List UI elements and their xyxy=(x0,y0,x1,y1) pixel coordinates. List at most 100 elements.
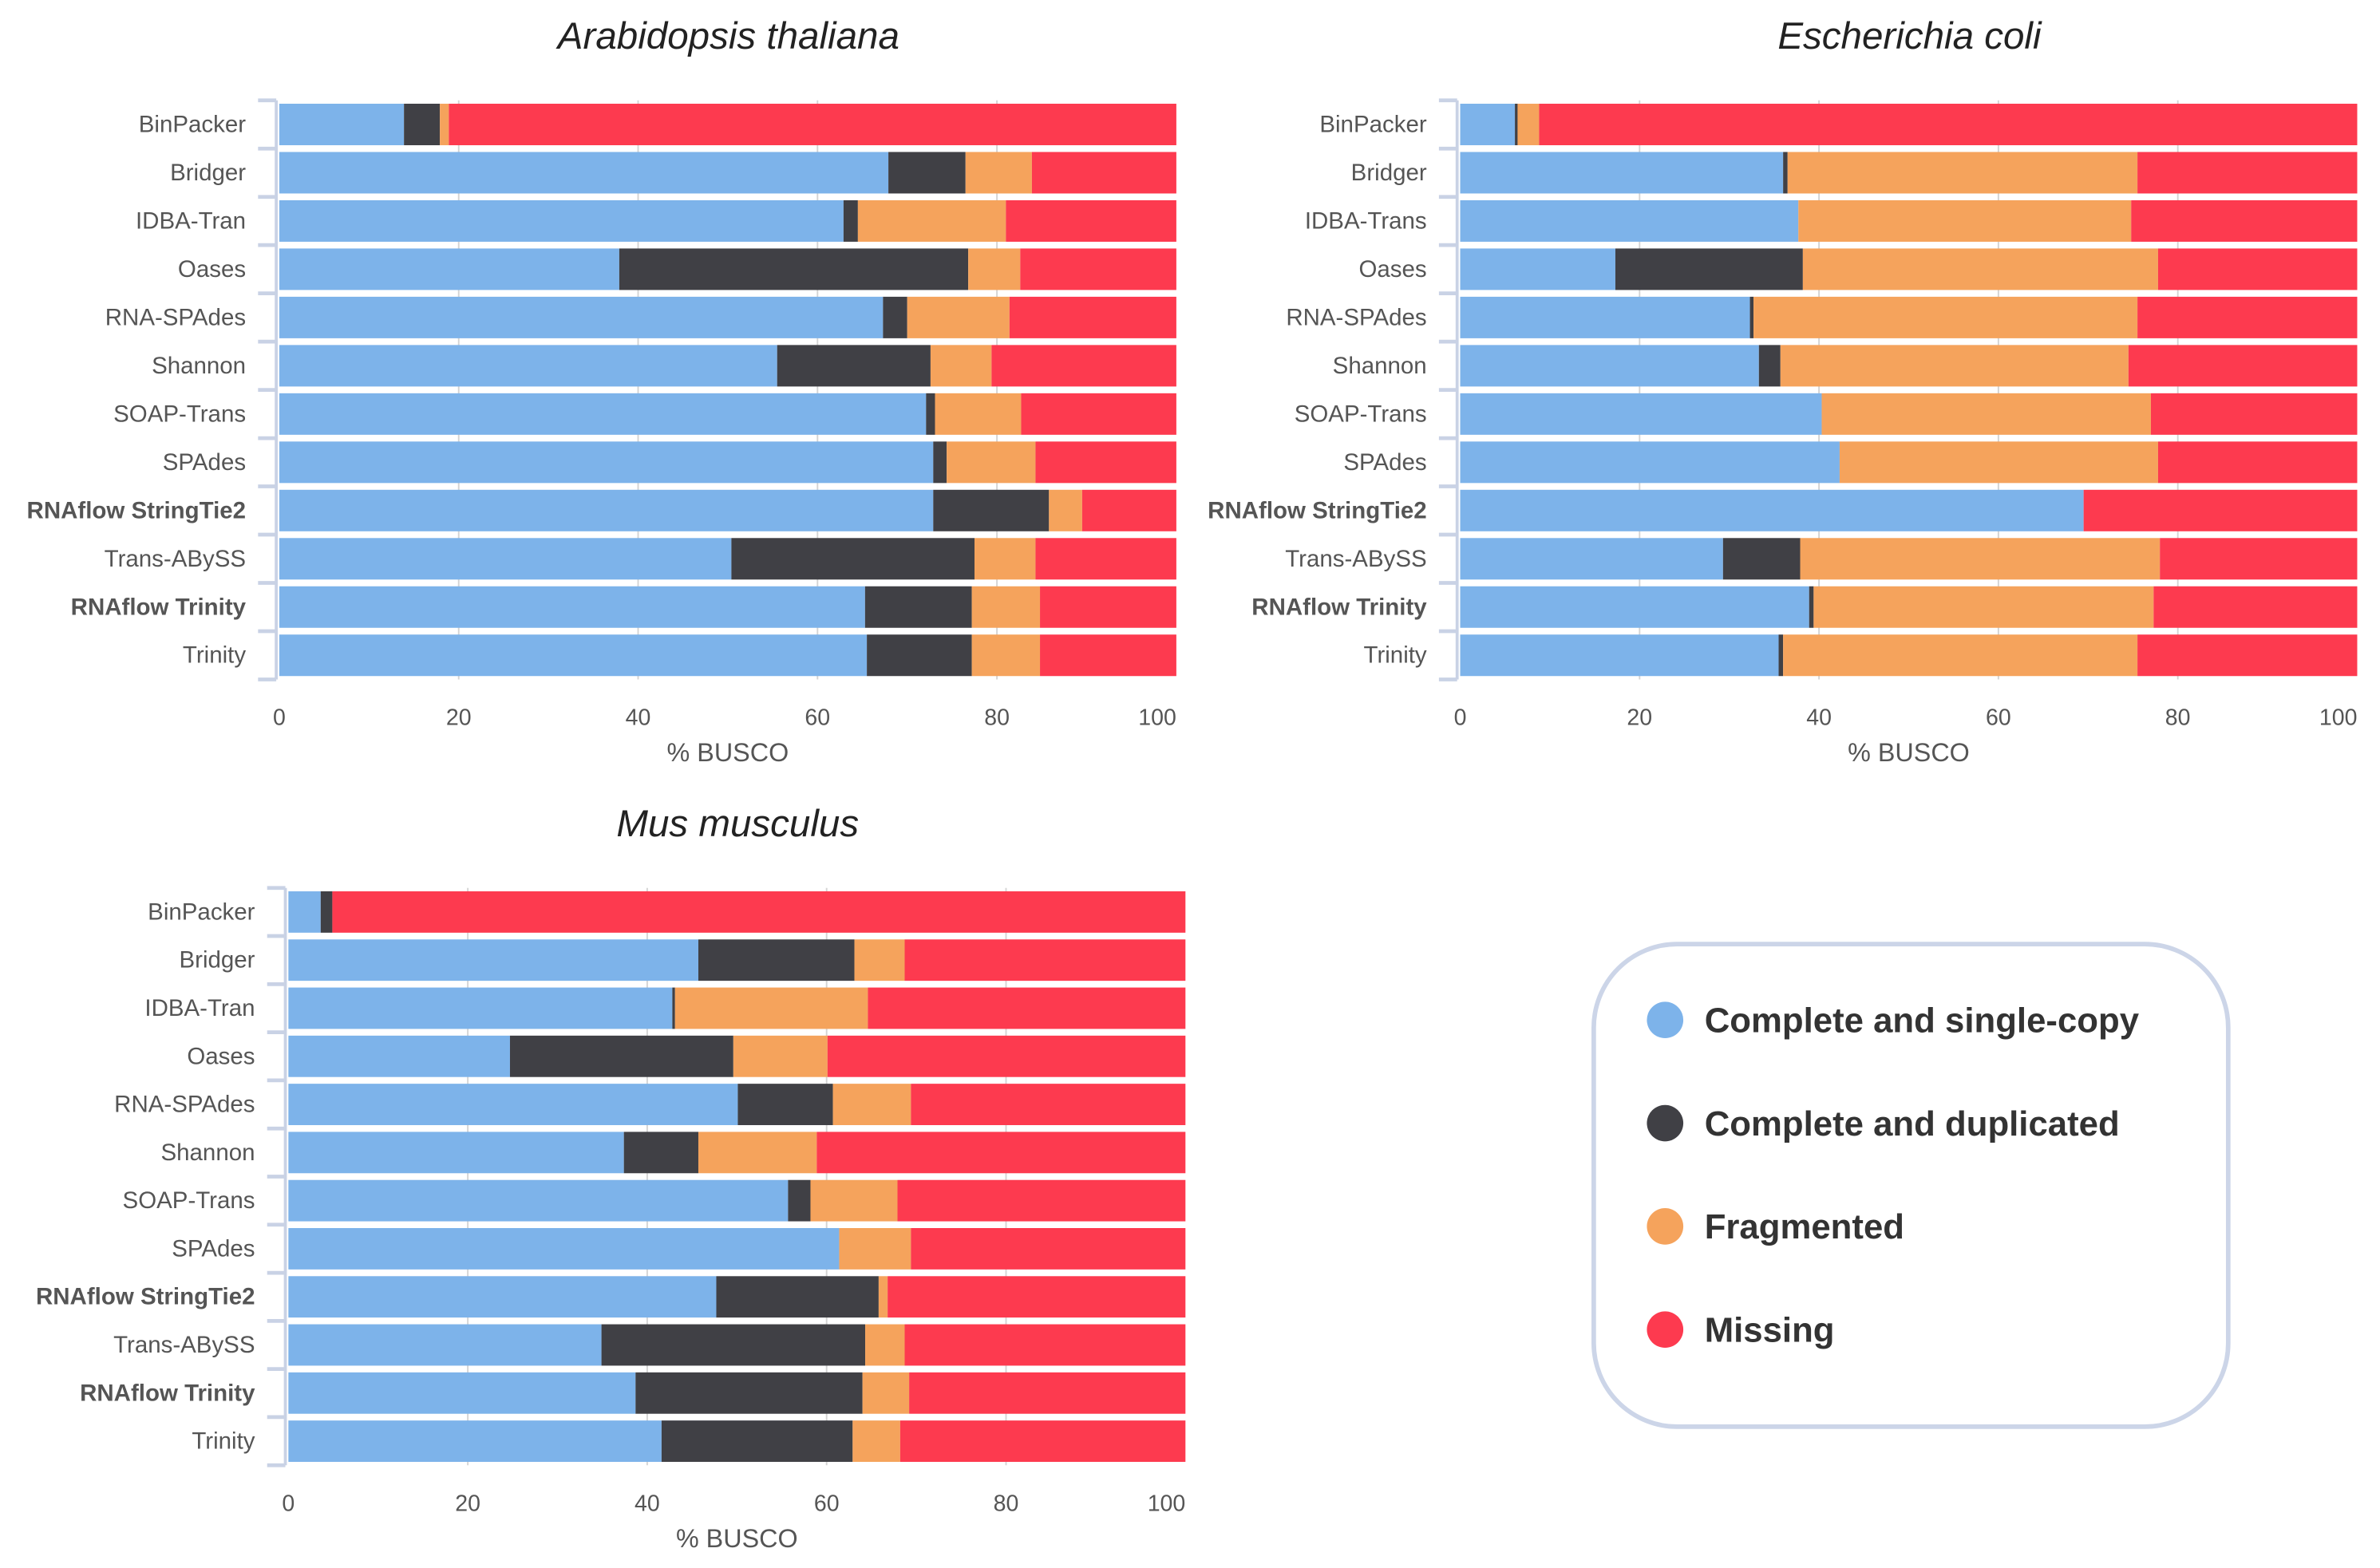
bar-segment-fragmented xyxy=(810,1179,898,1222)
category-label: SOAP-Trans xyxy=(113,401,246,427)
bar-segment-complete-and-single-copy xyxy=(279,199,844,242)
bar-segment-fragmented xyxy=(965,152,1032,194)
bar-segment-complete-and-duplicated xyxy=(716,1276,879,1318)
x-tick-label: 20 xyxy=(446,705,472,731)
bar-segment-missing xyxy=(1031,152,1176,194)
category-label: IDBA-Tran xyxy=(144,995,255,1021)
x-tick-label: 40 xyxy=(635,1491,660,1516)
bar-segment-fragmented xyxy=(1839,441,2158,484)
category-label: Trinity xyxy=(183,642,246,669)
bar-segment-complete-and-single-copy xyxy=(279,634,868,677)
bar-segment-complete-and-duplicated xyxy=(1515,103,1518,145)
bar-segment-missing xyxy=(2137,152,2358,194)
bar-segment-missing xyxy=(911,1227,1186,1270)
bar-segment-complete-and-duplicated xyxy=(1809,586,1814,628)
category-label: Trans-ABySS xyxy=(113,1332,255,1358)
bar-segment-complete-and-duplicated xyxy=(601,1324,866,1366)
bar-segment-complete-and-single-copy xyxy=(279,103,405,145)
bar-segment-complete-and-duplicated xyxy=(619,248,969,290)
category-label: BinPacker xyxy=(1319,111,1426,137)
category-label: Oases xyxy=(1359,256,1427,282)
bar-segment-complete-and-single-copy xyxy=(1460,586,1809,628)
chart-2: Mus musculus 0 20 40 60 80 100 % BUSCO BinPacker… xyxy=(36,803,1186,1553)
bar-segment-missing xyxy=(1009,296,1176,338)
bar-segment-complete-and-single-copy xyxy=(288,1035,510,1077)
bar-segment-missing xyxy=(991,345,1176,387)
bar-segment-complete-and-duplicated xyxy=(777,345,931,387)
bar-segment-complete-and-duplicated xyxy=(672,987,675,1029)
bar-segment-missing xyxy=(1035,538,1176,580)
bar-segment-complete-and-duplicated xyxy=(933,441,947,484)
bar-segment-fragmented xyxy=(1517,103,1540,145)
category-label: Trinity xyxy=(1364,642,1427,669)
bar-segment-complete-and-single-copy xyxy=(279,538,732,580)
bar-segment-fragmented xyxy=(839,1227,911,1270)
bar-segment-complete-and-single-copy xyxy=(288,939,698,981)
bar-segment-complete-and-duplicated xyxy=(320,891,333,933)
bar-segment-missing xyxy=(899,1420,1186,1462)
bar-segment-complete-and-duplicated xyxy=(788,1179,811,1222)
chart-1: Escherichia coli 0 20 40 60 80 100 % BUSCO BinPa… xyxy=(1208,15,2358,767)
bar-segment-complete-and-single-copy xyxy=(288,1372,636,1414)
bar-segment-complete-and-duplicated xyxy=(888,152,966,194)
bar-segment-fragmented xyxy=(974,538,1036,580)
x-tick-label: 0 xyxy=(1454,705,1467,731)
bar-segment-fragmented xyxy=(971,586,1041,628)
bar-segment-fragmented xyxy=(440,103,449,145)
bar-segment-missing xyxy=(888,1276,1186,1318)
bar-segment-complete-and-single-copy xyxy=(1460,248,1615,290)
bar-segment-fragmented xyxy=(1783,634,2138,677)
bar-segment-fragmented xyxy=(862,1372,910,1414)
bar-segment-missing xyxy=(2160,538,2358,580)
legend-label: Complete and duplicated xyxy=(1705,1104,2120,1143)
bar-segment-missing xyxy=(449,103,1176,145)
category-label: Bridger xyxy=(179,947,255,974)
bar-segment-complete-and-duplicated xyxy=(737,1084,833,1125)
bar-segment-complete-and-duplicated xyxy=(509,1035,733,1077)
bar-segment-fragmented xyxy=(930,345,992,387)
bar-segment-complete-and-single-copy xyxy=(288,1227,840,1270)
bar-segment-fragmented xyxy=(968,248,1021,290)
bar-segment-complete-and-single-copy xyxy=(288,1420,662,1462)
bar-segment-fragmented xyxy=(935,393,1022,435)
x-tick-label: 100 xyxy=(2319,705,2358,731)
chart-0: Arabidopsis thaliana 0 20 40 60 80 100 % BUSCO B… xyxy=(27,15,1176,767)
category-label: Shannon xyxy=(161,1139,255,1166)
bar-segment-missing xyxy=(868,987,1186,1029)
x-tick-label: 100 xyxy=(1138,705,1176,731)
bar-segment-missing xyxy=(1040,634,1176,677)
category-label: Oases xyxy=(187,1043,255,1069)
bar-segment-missing xyxy=(2150,393,2358,435)
bar-segment-complete-and-duplicated xyxy=(926,393,935,435)
bar-segment-complete-and-duplicated xyxy=(864,586,972,628)
x-tick-label: 100 xyxy=(1148,1491,1186,1516)
bar-segment-missing xyxy=(1021,393,1176,435)
x-tick-label: 40 xyxy=(1806,705,1832,731)
bar-segment-complete-and-duplicated xyxy=(867,634,972,677)
bar-segment-complete-and-duplicated xyxy=(661,1420,853,1462)
bar-segment-complete-and-duplicated xyxy=(1778,634,1784,677)
bar-segment-missing xyxy=(2157,441,2358,484)
bar-segment-missing xyxy=(2153,586,2358,628)
bar-segment-missing xyxy=(1081,489,1176,531)
category-label: Shannon xyxy=(1333,353,1427,379)
legend-label: Fragmented xyxy=(1705,1207,1904,1246)
x-axis-label: % BUSCO xyxy=(667,738,789,767)
category-label: RNAflow Trinity xyxy=(80,1380,255,1406)
bar-segment-missing xyxy=(911,1084,1186,1125)
bar-segment-complete-and-single-copy xyxy=(279,152,889,194)
bar-segment-complete-and-single-copy xyxy=(288,1179,789,1222)
bar-segment-missing xyxy=(897,1179,1186,1222)
bar-segment-complete-and-single-copy xyxy=(1460,345,1759,387)
bar-segment-complete-and-single-copy xyxy=(1460,441,1840,484)
bar-segment-complete-and-duplicated xyxy=(635,1372,863,1414)
bar-segment-complete-and-single-copy xyxy=(1460,152,1784,194)
bar-segment-complete-and-duplicated xyxy=(698,939,855,981)
bar-segment-fragmented xyxy=(1049,489,1082,531)
x-tick-label: 80 xyxy=(994,1491,1019,1516)
bar-segment-complete-and-single-copy xyxy=(279,345,777,387)
bar-segment-missing xyxy=(2128,345,2358,387)
category-label: Trinity xyxy=(192,1428,255,1455)
category-label: Bridger xyxy=(1351,160,1427,186)
bar-segment-fragmented xyxy=(854,939,905,981)
